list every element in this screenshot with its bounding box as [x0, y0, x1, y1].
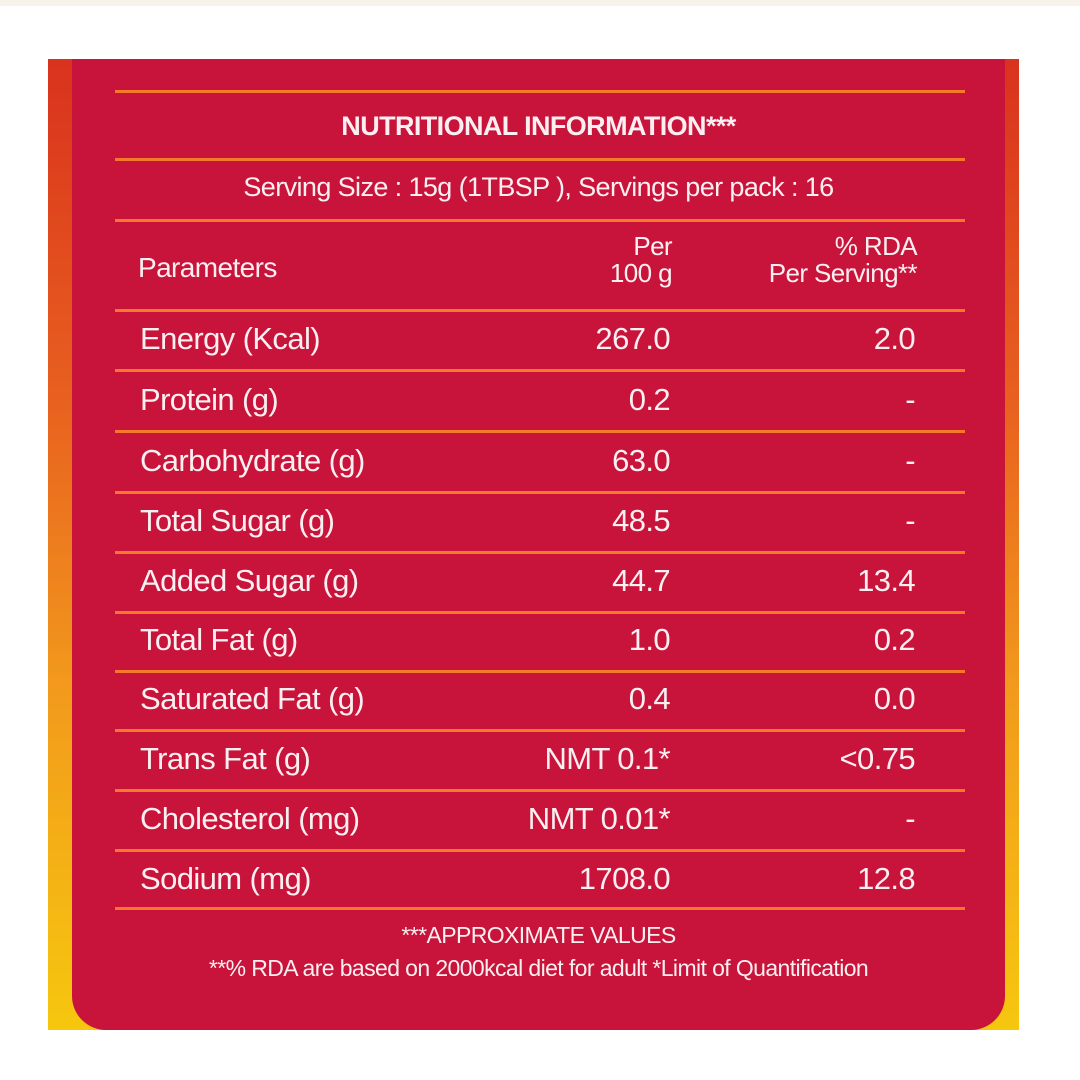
row-parameter: Protein (g) — [140, 382, 279, 417]
row-per-100g: 0.2 — [628, 382, 671, 417]
header-rda-line1: % RDA — [834, 231, 918, 261]
row-per-100g: 1708.0 — [578, 861, 671, 896]
divider — [115, 611, 965, 614]
divider — [115, 158, 965, 161]
row-per-100g: NMT 0.1* — [544, 741, 670, 776]
divider — [115, 729, 965, 732]
table-row: Saturated Fat (g) 0.4 0.0 — [72, 670, 1005, 732]
table-row: Protein (g) 0.2 - — [72, 371, 1005, 433]
row-rda: - — [905, 443, 915, 478]
row-rda: - — [905, 382, 915, 417]
table-row: Sodium (mg) 1708.0 12.8 — [72, 850, 1005, 910]
divider — [115, 551, 965, 554]
table-title: NUTRITIONAL INFORMATION*** — [341, 111, 736, 141]
row-per-100g: 0.4 — [628, 681, 671, 716]
footnote-rda: **% RDA are based on 2000kcal diet for a… — [208, 955, 869, 981]
row-parameter: Added Sugar (g) — [140, 563, 359, 598]
divider — [115, 491, 965, 494]
row-parameter: Trans Fat (g) — [140, 741, 311, 776]
row-per-100g: 267.0 — [595, 321, 670, 356]
divider — [115, 789, 965, 792]
row-rda: 0.2 — [873, 622, 916, 657]
divider — [115, 309, 965, 312]
divider — [115, 670, 965, 673]
table-row: Total Fat (g) 1.0 0.2 — [72, 611, 1005, 673]
row-parameter: Cholesterol (mg) — [140, 801, 360, 836]
row-rda: <0.75 — [839, 741, 916, 776]
divider — [115, 369, 965, 372]
row-per-100g: 44.7 — [612, 563, 671, 598]
row-rda: - — [905, 503, 915, 538]
divider — [115, 849, 965, 852]
table-row: Trans Fat (g) NMT 0.1* <0.75 — [72, 730, 1005, 792]
row-parameter: Total Sugar (g) — [140, 503, 335, 538]
row-parameter: Total Fat (g) — [140, 622, 298, 657]
top-edge — [0, 0, 1080, 6]
row-parameter: Carbohydrate (g) — [140, 443, 365, 478]
row-rda: 12.8 — [857, 861, 916, 896]
table-row: Total Sugar (g) 48.5 - — [72, 492, 1005, 554]
row-per-100g: 1.0 — [628, 622, 671, 657]
nutrition-card: NUTRITIONAL INFORMATION*** Serving Size … — [72, 59, 1005, 1030]
divider — [115, 907, 965, 910]
header-rda-line2: Per Serving** — [768, 258, 918, 288]
table-row: Energy (Kcal) 267.0 2.0 — [72, 310, 1005, 372]
row-parameter: Saturated Fat (g) — [140, 681, 365, 716]
row-per-100g: NMT 0.01* — [527, 801, 671, 836]
table-row: Carbohydrate (g) 63.0 - — [72, 432, 1005, 494]
header-per-100g-line1: Per — [633, 231, 672, 261]
serving-info: Serving Size : 15g (1TBSP ), Servings pe… — [243, 172, 834, 202]
row-rda: 0.0 — [873, 681, 916, 716]
row-per-100g: 63.0 — [612, 443, 671, 478]
header-per-100g-line2: 100 g — [609, 258, 673, 288]
footnote-approximate: ***APPROXIMATE VALUES — [401, 922, 676, 948]
header-parameters: Parameters — [138, 252, 277, 283]
divider — [115, 90, 965, 93]
divider — [115, 219, 965, 222]
divider — [115, 430, 965, 433]
row-rda: 2.0 — [873, 321, 916, 356]
row-per-100g: 48.5 — [612, 503, 671, 538]
header-rda: % RDA Per Serving** — [768, 231, 918, 288]
row-parameter: Energy (Kcal) — [140, 321, 321, 356]
table-row: Added Sugar (g) 44.7 13.4 — [72, 552, 1005, 614]
row-parameter: Sodium (mg) — [140, 861, 311, 896]
header-per-100g: Per 100 g — [609, 231, 673, 288]
row-rda: 13.4 — [857, 563, 916, 598]
table-row: Cholesterol (mg) NMT 0.01* - — [72, 790, 1005, 852]
row-rda: - — [905, 801, 915, 836]
